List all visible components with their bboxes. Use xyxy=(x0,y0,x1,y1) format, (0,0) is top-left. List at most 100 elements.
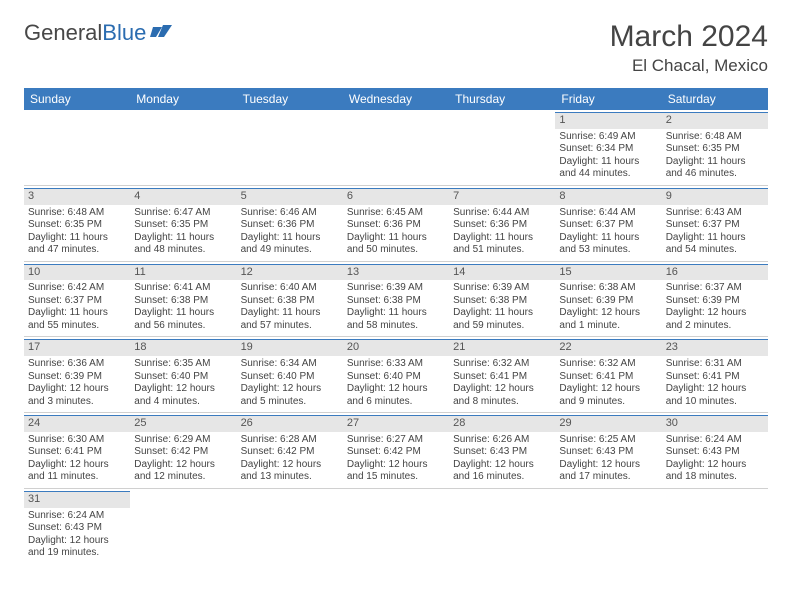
location: El Chacal, Mexico xyxy=(610,56,768,76)
day-number: 21 xyxy=(449,339,555,356)
calendar-cell: 18Sunrise: 6:35 AMSunset: 6:40 PMDayligh… xyxy=(130,337,236,413)
daylight-text: Daylight: 12 hours and 11 minutes. xyxy=(28,459,126,484)
calendar-body: 1Sunrise: 6:49 AMSunset: 6:34 PMDaylight… xyxy=(24,110,768,564)
calendar-cell xyxy=(449,110,555,185)
day-number: 23 xyxy=(662,339,768,356)
sunset-text: Sunset: 6:40 PM xyxy=(347,371,445,384)
daylight-text: Daylight: 11 hours and 58 minutes. xyxy=(347,307,445,332)
calendar-cell xyxy=(130,110,236,185)
daylight-text: Daylight: 11 hours and 48 minutes. xyxy=(134,232,232,257)
daylight-text: Daylight: 12 hours and 8 minutes. xyxy=(453,383,551,408)
day-number: 26 xyxy=(237,415,343,432)
sunrise-text: Sunrise: 6:29 AM xyxy=(134,434,232,447)
logo-text: GeneralBlue xyxy=(24,20,146,46)
daylight-text: Daylight: 12 hours and 17 minutes. xyxy=(559,459,657,484)
sunset-text: Sunset: 6:39 PM xyxy=(559,295,657,308)
day-number: 18 xyxy=(130,339,236,356)
sunset-text: Sunset: 6:36 PM xyxy=(241,219,339,232)
sunset-text: Sunset: 6:39 PM xyxy=(666,295,764,308)
sunset-text: Sunset: 6:41 PM xyxy=(28,446,126,459)
sunset-text: Sunset: 6:40 PM xyxy=(134,371,232,384)
daylight-text: Daylight: 11 hours and 53 minutes. xyxy=(559,232,657,257)
weekday-header: Thursday xyxy=(449,88,555,110)
sunrise-text: Sunrise: 6:48 AM xyxy=(28,207,126,220)
day-number: 16 xyxy=(662,264,768,281)
sunset-text: Sunset: 6:34 PM xyxy=(559,143,657,156)
calendar-page: GeneralBlue March 2024 El Chacal, Mexico… xyxy=(0,0,792,584)
calendar-cell: 15Sunrise: 6:38 AMSunset: 6:39 PMDayligh… xyxy=(555,261,661,337)
calendar-cell xyxy=(130,488,236,563)
calendar-cell: 22Sunrise: 6:32 AMSunset: 6:41 PMDayligh… xyxy=(555,337,661,413)
logo-part2: Blue xyxy=(102,20,146,45)
calendar-row: 24Sunrise: 6:30 AMSunset: 6:41 PMDayligh… xyxy=(24,413,768,489)
sunrise-text: Sunrise: 6:33 AM xyxy=(347,358,445,371)
day-number: 2 xyxy=(662,112,768,129)
day-number: 4 xyxy=(130,188,236,205)
daylight-text: Daylight: 12 hours and 16 minutes. xyxy=(453,459,551,484)
calendar-cell: 31Sunrise: 6:24 AMSunset: 6:43 PMDayligh… xyxy=(24,488,130,563)
calendar-cell: 23Sunrise: 6:31 AMSunset: 6:41 PMDayligh… xyxy=(662,337,768,413)
sunset-text: Sunset: 6:43 PM xyxy=(453,446,551,459)
sunrise-text: Sunrise: 6:32 AM xyxy=(559,358,657,371)
logo-part1: General xyxy=(24,20,102,45)
calendar-cell: 30Sunrise: 6:24 AMSunset: 6:43 PMDayligh… xyxy=(662,413,768,489)
calendar-row: 1Sunrise: 6:49 AMSunset: 6:34 PMDaylight… xyxy=(24,110,768,185)
day-number: 3 xyxy=(24,188,130,205)
daylight-text: Daylight: 12 hours and 1 minute. xyxy=(559,307,657,332)
sunrise-text: Sunrise: 6:39 AM xyxy=(347,282,445,295)
day-number: 24 xyxy=(24,415,130,432)
daylight-text: Daylight: 11 hours and 55 minutes. xyxy=(28,307,126,332)
calendar-row: 3Sunrise: 6:48 AMSunset: 6:35 PMDaylight… xyxy=(24,185,768,261)
calendar-cell: 25Sunrise: 6:29 AMSunset: 6:42 PMDayligh… xyxy=(130,413,236,489)
sunset-text: Sunset: 6:38 PM xyxy=(134,295,232,308)
sunrise-text: Sunrise: 6:47 AM xyxy=(134,207,232,220)
sunrise-text: Sunrise: 6:38 AM xyxy=(559,282,657,295)
day-number: 30 xyxy=(662,415,768,432)
sunrise-text: Sunrise: 6:24 AM xyxy=(666,434,764,447)
sunset-text: Sunset: 6:36 PM xyxy=(347,219,445,232)
calendar-cell: 16Sunrise: 6:37 AMSunset: 6:39 PMDayligh… xyxy=(662,261,768,337)
day-number: 12 xyxy=(237,264,343,281)
day-number: 29 xyxy=(555,415,661,432)
daylight-text: Daylight: 11 hours and 46 minutes. xyxy=(666,156,764,181)
calendar-cell: 10Sunrise: 6:42 AMSunset: 6:37 PMDayligh… xyxy=(24,261,130,337)
sunset-text: Sunset: 6:38 PM xyxy=(347,295,445,308)
daylight-text: Daylight: 11 hours and 44 minutes. xyxy=(559,156,657,181)
weekday-header: Friday xyxy=(555,88,661,110)
day-number: 17 xyxy=(24,339,130,356)
sunrise-text: Sunrise: 6:45 AM xyxy=(347,207,445,220)
calendar-cell: 8Sunrise: 6:44 AMSunset: 6:37 PMDaylight… xyxy=(555,185,661,261)
daylight-text: Daylight: 12 hours and 9 minutes. xyxy=(559,383,657,408)
calendar-cell: 20Sunrise: 6:33 AMSunset: 6:40 PMDayligh… xyxy=(343,337,449,413)
calendar-cell: 17Sunrise: 6:36 AMSunset: 6:39 PMDayligh… xyxy=(24,337,130,413)
calendar-row: 10Sunrise: 6:42 AMSunset: 6:37 PMDayligh… xyxy=(24,261,768,337)
weekday-header: Wednesday xyxy=(343,88,449,110)
logo: GeneralBlue xyxy=(24,20,172,46)
sunrise-text: Sunrise: 6:25 AM xyxy=(559,434,657,447)
day-number: 11 xyxy=(130,264,236,281)
daylight-text: Daylight: 12 hours and 15 minutes. xyxy=(347,459,445,484)
sunset-text: Sunset: 6:42 PM xyxy=(241,446,339,459)
calendar-cell xyxy=(24,110,130,185)
day-number: 14 xyxy=(449,264,555,281)
calendar-cell xyxy=(343,110,449,185)
day-number: 19 xyxy=(237,339,343,356)
sunset-text: Sunset: 6:37 PM xyxy=(666,219,764,232)
sunrise-text: Sunrise: 6:39 AM xyxy=(453,282,551,295)
sunset-text: Sunset: 6:37 PM xyxy=(559,219,657,232)
sunrise-text: Sunrise: 6:32 AM xyxy=(453,358,551,371)
calendar-cell: 2Sunrise: 6:48 AMSunset: 6:35 PMDaylight… xyxy=(662,110,768,185)
sunrise-text: Sunrise: 6:27 AM xyxy=(347,434,445,447)
sunrise-text: Sunrise: 6:41 AM xyxy=(134,282,232,295)
day-number: 6 xyxy=(343,188,449,205)
calendar-cell xyxy=(555,488,661,563)
calendar-cell: 21Sunrise: 6:32 AMSunset: 6:41 PMDayligh… xyxy=(449,337,555,413)
sunset-text: Sunset: 6:41 PM xyxy=(666,371,764,384)
sunset-text: Sunset: 6:42 PM xyxy=(134,446,232,459)
sunrise-text: Sunrise: 6:34 AM xyxy=(241,358,339,371)
calendar-cell: 27Sunrise: 6:27 AMSunset: 6:42 PMDayligh… xyxy=(343,413,449,489)
calendar-cell xyxy=(237,488,343,563)
sunrise-text: Sunrise: 6:48 AM xyxy=(666,131,764,144)
calendar-cell xyxy=(662,488,768,563)
page-header: GeneralBlue March 2024 El Chacal, Mexico xyxy=(24,20,768,76)
